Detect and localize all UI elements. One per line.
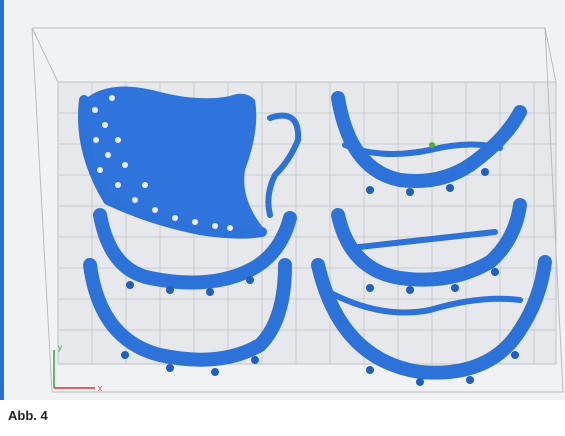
side-bar: [0, 0, 4, 400]
screenshot: y x Abb. 4: [0, 0, 565, 431]
y-axis-label: y: [58, 343, 62, 352]
caption-area: [0, 400, 565, 431]
figure-caption: Abb. 4: [8, 408, 48, 423]
x-axis-label: x: [98, 384, 102, 393]
page: y x Abb. 4 (() => { const data = JSON.pa…: [0, 0, 565, 431]
marker: [429, 142, 435, 148]
